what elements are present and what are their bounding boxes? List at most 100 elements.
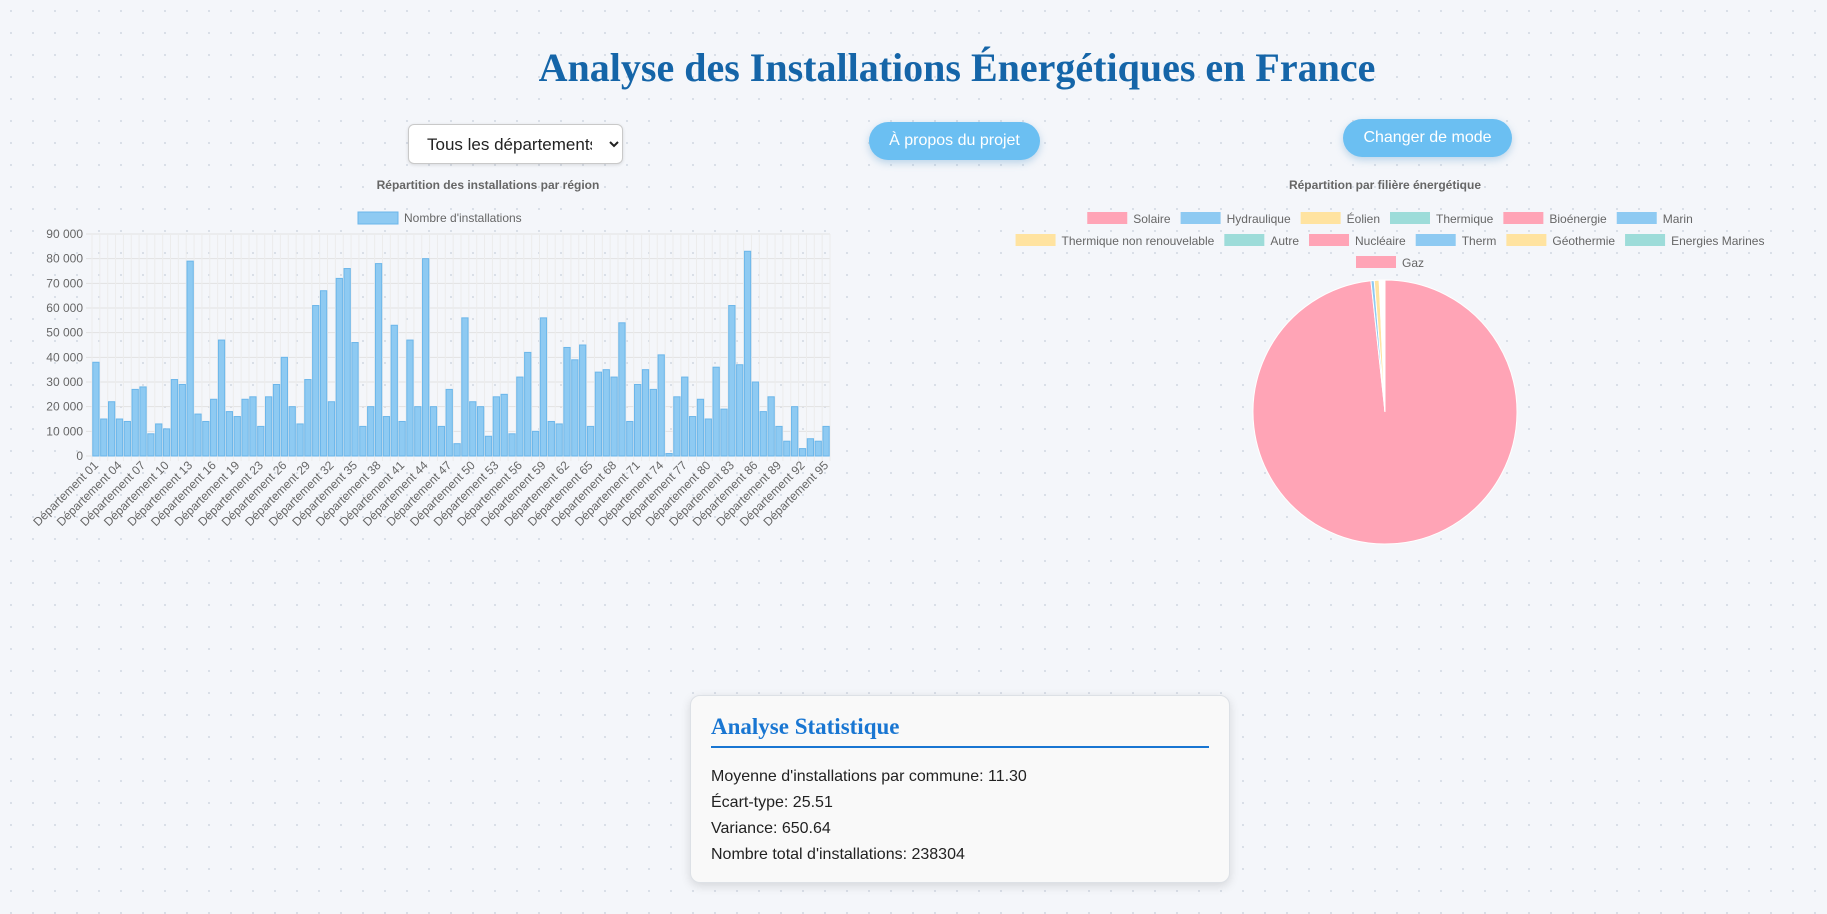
bar bbox=[531, 430, 540, 457]
stat-mean: Moyenne d'installations par commune: 11.… bbox=[711, 768, 1027, 785]
bar bbox=[469, 401, 477, 457]
bar bbox=[359, 425, 367, 457]
bar bbox=[524, 351, 532, 457]
bar bbox=[688, 416, 697, 457]
bar-y-tick-label: 70 000 bbox=[46, 276, 83, 290]
pie-legend-swatch bbox=[1015, 234, 1056, 246]
pie-legend-label: Nucléaire bbox=[1355, 234, 1406, 248]
bar bbox=[681, 376, 689, 457]
bar bbox=[547, 420, 555, 457]
department-select[interactable]: Tous les départements bbox=[408, 124, 623, 164]
bar bbox=[429, 406, 438, 457]
bar bbox=[665, 453, 673, 457]
bar-y-tick-label: 10 000 bbox=[46, 424, 83, 438]
bar bbox=[618, 322, 626, 457]
bar bbox=[712, 366, 720, 457]
pie-legend-swatch bbox=[1309, 234, 1350, 246]
pie-legend-label: Therm bbox=[1462, 234, 1497, 248]
pie-legend-label: Bioénergie bbox=[1549, 212, 1607, 226]
pie-chart-title: Répartition par filière énergétique bbox=[1288, 178, 1482, 192]
bar bbox=[594, 371, 603, 457]
bar bbox=[382, 416, 391, 457]
bar bbox=[759, 411, 767, 457]
bar bbox=[516, 376, 524, 457]
bar bbox=[280, 356, 288, 457]
bar bbox=[210, 398, 218, 457]
bar bbox=[586, 425, 595, 457]
bar bbox=[304, 379, 312, 457]
bar bbox=[390, 324, 398, 457]
bar bbox=[178, 383, 186, 457]
pie-legend-swatch bbox=[1503, 212, 1544, 224]
pie-legend-label: Éolien bbox=[1347, 211, 1380, 226]
bar-y-tick-label: 0 bbox=[76, 449, 83, 463]
pie-legend-swatch bbox=[1355, 256, 1396, 268]
bar bbox=[367, 406, 375, 457]
bar bbox=[610, 376, 618, 457]
bar bbox=[437, 425, 446, 457]
bar bbox=[461, 317, 469, 457]
bar bbox=[555, 423, 563, 457]
bar bbox=[100, 418, 108, 457]
bar-legend-label: Nombre d'installations bbox=[404, 211, 522, 225]
change-mode-button[interactable]: Changer de mode bbox=[1343, 119, 1512, 157]
pie-legend-label: Gaz bbox=[1402, 256, 1424, 270]
pie-legend-label: Thermique bbox=[1436, 212, 1494, 226]
bar bbox=[131, 388, 139, 457]
bar bbox=[327, 401, 336, 457]
pie-legend-label: Marin bbox=[1663, 212, 1693, 226]
bar-y-tick-label: 30 000 bbox=[46, 375, 83, 389]
bar bbox=[476, 406, 485, 457]
about-project-button[interactable]: À propos du projet bbox=[869, 122, 1040, 160]
stats-card: Analyse Statistique Moyenne d'installati… bbox=[690, 695, 1230, 883]
bar bbox=[92, 361, 100, 457]
bar bbox=[500, 393, 508, 457]
pie-legend-label: Hydraulique bbox=[1227, 212, 1291, 226]
bar bbox=[641, 369, 650, 457]
bar bbox=[775, 425, 783, 457]
bar bbox=[736, 364, 744, 457]
bar bbox=[445, 388, 453, 457]
pie-legend-swatch bbox=[1625, 234, 1666, 246]
bar bbox=[170, 379, 179, 457]
bar bbox=[728, 305, 736, 457]
bar bbox=[343, 268, 351, 457]
bar-y-tick-label: 50 000 bbox=[46, 326, 83, 340]
bar bbox=[162, 428, 171, 457]
bar-chart-title: Répartition des installations par région bbox=[376, 178, 600, 192]
bar bbox=[115, 418, 124, 457]
bar bbox=[257, 425, 265, 457]
bar bbox=[649, 388, 657, 457]
stats-title: Analyse Statistique bbox=[711, 714, 1209, 748]
bar bbox=[139, 386, 147, 457]
bar bbox=[422, 258, 430, 457]
bar-y-tick-label: 40 000 bbox=[46, 350, 83, 364]
bar bbox=[602, 369, 610, 457]
bar bbox=[806, 438, 815, 457]
bar bbox=[751, 381, 760, 457]
bar bbox=[798, 448, 807, 457]
pie-legend-label: Autre bbox=[1270, 234, 1299, 248]
pie-legend-swatch bbox=[1180, 212, 1221, 224]
bar-y-tick-label: 90 000 bbox=[46, 227, 83, 241]
bar bbox=[312, 305, 320, 457]
bar bbox=[107, 401, 116, 457]
bar bbox=[147, 433, 155, 457]
pie-legend-swatch bbox=[1506, 234, 1547, 246]
pie-legend-label: Géothermie bbox=[1552, 234, 1615, 248]
bar bbox=[657, 354, 665, 457]
pie-legend-swatch bbox=[1616, 212, 1657, 224]
bar bbox=[351, 342, 359, 457]
bar bbox=[767, 396, 775, 457]
bar bbox=[822, 425, 830, 457]
bar-chart: Nombre d'installations 0 10 000 20 000 30 00… bbox=[30, 211, 831, 529]
bar bbox=[155, 423, 163, 457]
bar bbox=[492, 396, 500, 457]
bar bbox=[743, 250, 752, 457]
bar bbox=[696, 398, 705, 457]
bar bbox=[217, 339, 226, 457]
bar bbox=[296, 423, 304, 457]
bar bbox=[194, 413, 202, 457]
bar-legend-swatch bbox=[357, 211, 399, 225]
page-title: Analyse des Installations Énergétiques e… bbox=[538, 45, 1376, 90]
